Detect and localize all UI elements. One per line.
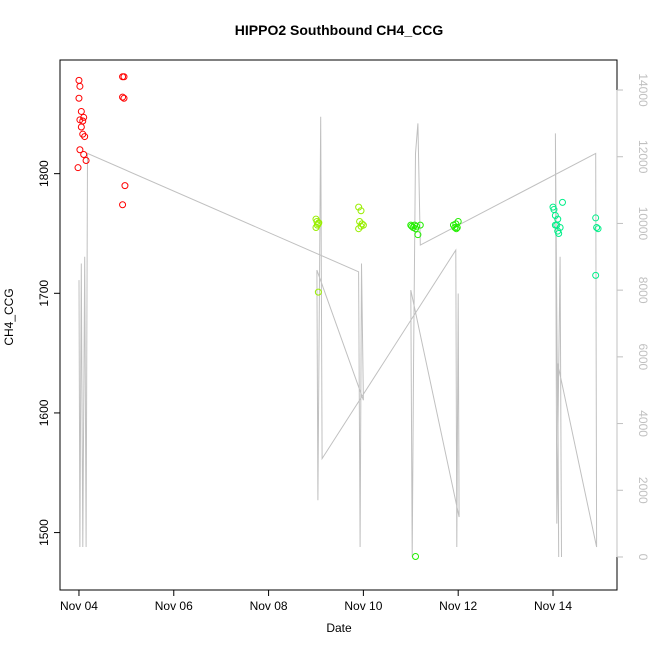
- data-point: [77, 123, 85, 131]
- data-point: [592, 271, 600, 279]
- data-point: [414, 231, 422, 239]
- y-tick-label: 1700: [37, 280, 51, 307]
- data-point: [76, 82, 84, 90]
- data-point: [551, 212, 559, 220]
- data-point: [77, 107, 85, 115]
- data-point: [551, 221, 559, 229]
- x-tick-label: Nov 14: [534, 599, 572, 613]
- x-tick-label: Nov 08: [250, 599, 288, 613]
- data-point: [355, 203, 363, 211]
- data-point: [119, 201, 127, 209]
- data-point: [120, 73, 128, 81]
- data-point: [80, 113, 88, 121]
- y2-tick-label: 12000: [636, 140, 650, 174]
- x-tick-label: Nov 12: [439, 599, 477, 613]
- data-point: [80, 151, 88, 159]
- y-tick-label: 1800: [37, 160, 51, 187]
- altitude-line: [78, 116, 598, 558]
- data-point: [452, 225, 460, 233]
- plot-box: [59, 59, 618, 591]
- data-point: [594, 225, 602, 233]
- y2-tick-label: 2000: [636, 477, 650, 504]
- y2-tick-label: 6000: [636, 344, 650, 371]
- y2-tick-label: 14000: [636, 73, 650, 107]
- data-point: [359, 221, 367, 229]
- x-tick-label: Nov 10: [344, 599, 382, 613]
- data-point: [121, 182, 129, 190]
- x-axis-label: Date: [326, 621, 352, 635]
- x-tick-label: Nov 04: [60, 599, 98, 613]
- data-point: [74, 164, 82, 172]
- data-point: [315, 219, 323, 227]
- data-point: [119, 93, 127, 101]
- data-point: [451, 223, 459, 231]
- data-point: [452, 220, 460, 228]
- y2-tick-label: 0: [636, 554, 650, 561]
- data-point: [412, 553, 420, 561]
- data-point: [75, 76, 83, 84]
- data-point: [356, 218, 364, 226]
- y2-tick-label: 10000: [636, 207, 650, 241]
- data-point: [453, 223, 461, 231]
- data-point: [416, 221, 424, 229]
- chart-title: HIPPO2 Southbound CH4_CCG: [235, 22, 444, 38]
- data-point: [554, 215, 562, 223]
- data-point: [357, 207, 365, 215]
- data-point: [120, 94, 128, 102]
- y-tick-label: 1500: [37, 519, 51, 546]
- data-point: [355, 225, 363, 233]
- data-point: [593, 223, 601, 231]
- x-tick-label: Nov 06: [155, 599, 193, 613]
- data-point: [76, 146, 84, 154]
- data-point: [82, 156, 90, 164]
- data-point: [75, 94, 83, 102]
- data-point: [314, 288, 322, 296]
- y-tick-label: 1600: [37, 399, 51, 426]
- data-point: [412, 222, 420, 230]
- data-point: [592, 214, 600, 222]
- y2-tick-label: 8000: [636, 277, 650, 304]
- y2-tick-label: 4000: [636, 410, 650, 437]
- data-point: [558, 198, 566, 206]
- data-point: [81, 133, 89, 141]
- y-axis-label: CH4_CCG: [2, 288, 16, 345]
